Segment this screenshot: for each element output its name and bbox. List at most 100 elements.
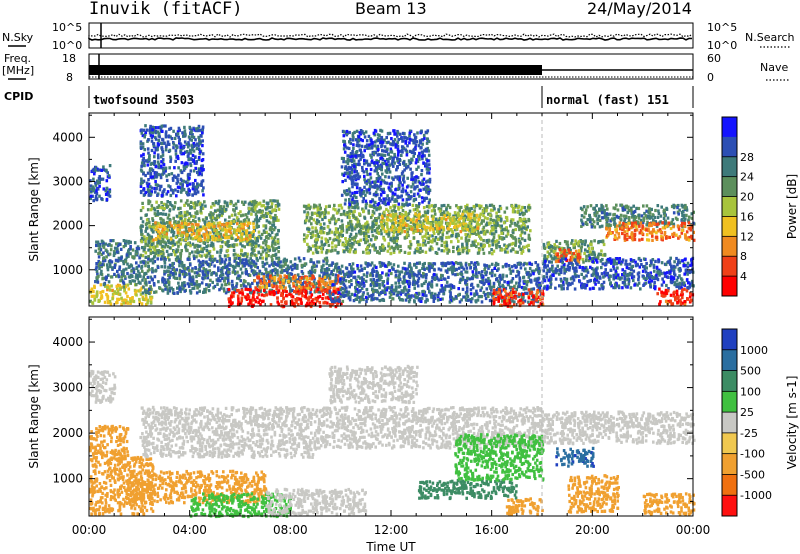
- heatmap-cell: [155, 187, 158, 191]
- heatmap-cell: [325, 256, 329, 260]
- heatmap-cell: [173, 242, 177, 246]
- heatmap-cell: [240, 236, 243, 240]
- heatmap-cell: [412, 208, 416, 212]
- heatmap-cell: [366, 146, 369, 150]
- heatmap-cell: [107, 273, 110, 277]
- heatmap-cell: [280, 300, 283, 304]
- heatmap-cell: [154, 190, 157, 194]
- heatmap-cell: [310, 299, 314, 303]
- heatmap-cell: [149, 251, 153, 256]
- heatmap-cell: [373, 185, 377, 189]
- heatmap-cell: [164, 226, 167, 230]
- heatmap-cell: [394, 210, 397, 214]
- heatmap-cell: [350, 228, 354, 232]
- heatmap-cell: [250, 243, 254, 247]
- heatmap-cell: [157, 162, 161, 166]
- heatmap-cell: [250, 247, 254, 251]
- heatmap-cell: [221, 276, 224, 280]
- heatmap-cell: [189, 163, 193, 168]
- heatmap-cell: [169, 202, 172, 206]
- heatmap-cell: [131, 255, 134, 259]
- heatmap-cell: [308, 206, 311, 211]
- heatmap-cell: [435, 242, 439, 246]
- heatmap-cell: [302, 287, 306, 291]
- heatmap-cell: [254, 206, 257, 210]
- heatmap-cell: [495, 246, 498, 250]
- heatmap-cell: [497, 218, 500, 222]
- heatmap-cell: [167, 213, 171, 217]
- heatmap-cell: [455, 227, 458, 231]
- heatmap-cell: [325, 274, 328, 278]
- heatmap-cell: [143, 135, 146, 139]
- heatmap-cell: [431, 247, 434, 251]
- heatmap-cell: [92, 289, 95, 294]
- heatmap-cell: [247, 209, 251, 213]
- heatmap-cell: [336, 251, 339, 255]
- heatmap-cell: [154, 165, 158, 169]
- heatmap-cell: [283, 257, 286, 261]
- heatmap-cell: [126, 283, 130, 287]
- heatmap-cell: [99, 272, 103, 276]
- heatmap-cell: [375, 229, 379, 233]
- heatmap-cell: [89, 187, 93, 191]
- heatmap-cell: [141, 254, 145, 258]
- heatmap-cell: [141, 224, 144, 228]
- heatmap-cell: [385, 232, 389, 236]
- heatmap-cell: [403, 213, 406, 217]
- heatmap-cell: [364, 180, 367, 184]
- heatmap-cell: [153, 212, 157, 216]
- heatmap-cell: [365, 190, 369, 194]
- heatmap-cell: [192, 126, 195, 130]
- heatmap-cell: [407, 197, 411, 201]
- heatmap-cell: [311, 230, 314, 234]
- heatmap-cell: [326, 239, 330, 243]
- heatmap-cell: [402, 219, 406, 223]
- heatmap-cell: [256, 239, 259, 243]
- heatmap-cell: [125, 253, 129, 257]
- heatmap-cell: [323, 275, 327, 279]
- heatmap-cell: [145, 290, 149, 294]
- heatmap-cell: [102, 251, 105, 255]
- heatmap-cell: [262, 224, 265, 228]
- heatmap-cell: [271, 209, 274, 213]
- heatmap-cell: [104, 284, 107, 288]
- heatmap-cell: [223, 265, 227, 270]
- heatmap-cell: [493, 232, 496, 236]
- heatmap-cell: [405, 191, 409, 195]
- heatmap-cell: [143, 192, 147, 196]
- heatmap-cell: [311, 251, 315, 255]
- heatmap-cell: [123, 275, 127, 279]
- heatmap-cell: [464, 232, 467, 237]
- heatmap-cell: [94, 280, 97, 284]
- heatmap-cell: [433, 212, 437, 216]
- heatmap-cell: [417, 188, 421, 192]
- heatmap-cell: [254, 212, 258, 216]
- heatmap-cell: [309, 291, 312, 295]
- heatmap-cell: [196, 283, 199, 287]
- heatmap-cell: [257, 202, 260, 206]
- heatmap-cell: [180, 249, 183, 253]
- heatmap-cell: [467, 238, 471, 242]
- heatmap-cell: [201, 127, 205, 131]
- heatmap-cell: [413, 251, 417, 255]
- heatmap-cell: [433, 204, 437, 208]
- heatmap-cell: [399, 248, 403, 253]
- heatmap-cell: [405, 232, 409, 237]
- heatmap-cell: [381, 226, 385, 230]
- heatmap-cell: [500, 231, 503, 235]
- heatmap-cell: [420, 146, 423, 150]
- heatmap-cell: [90, 288, 94, 293]
- heatmap-cell: [231, 264, 235, 268]
- heatmap-cell: [149, 208, 153, 212]
- heatmap-cell: [166, 142, 170, 146]
- heatmap-cell: [207, 224, 211, 228]
- heatmap-cell: [178, 211, 181, 215]
- heatmap-cell: [176, 286, 179, 290]
- heatmap-cell: [406, 223, 410, 227]
- nave-label: Nave: [760, 61, 788, 74]
- heatmap-cell: [223, 262, 227, 266]
- heatmap-cell: [325, 282, 328, 286]
- heatmap-cell: [385, 221, 388, 226]
- heatmap-cell: [443, 214, 446, 218]
- heatmap-cell: [209, 231, 212, 235]
